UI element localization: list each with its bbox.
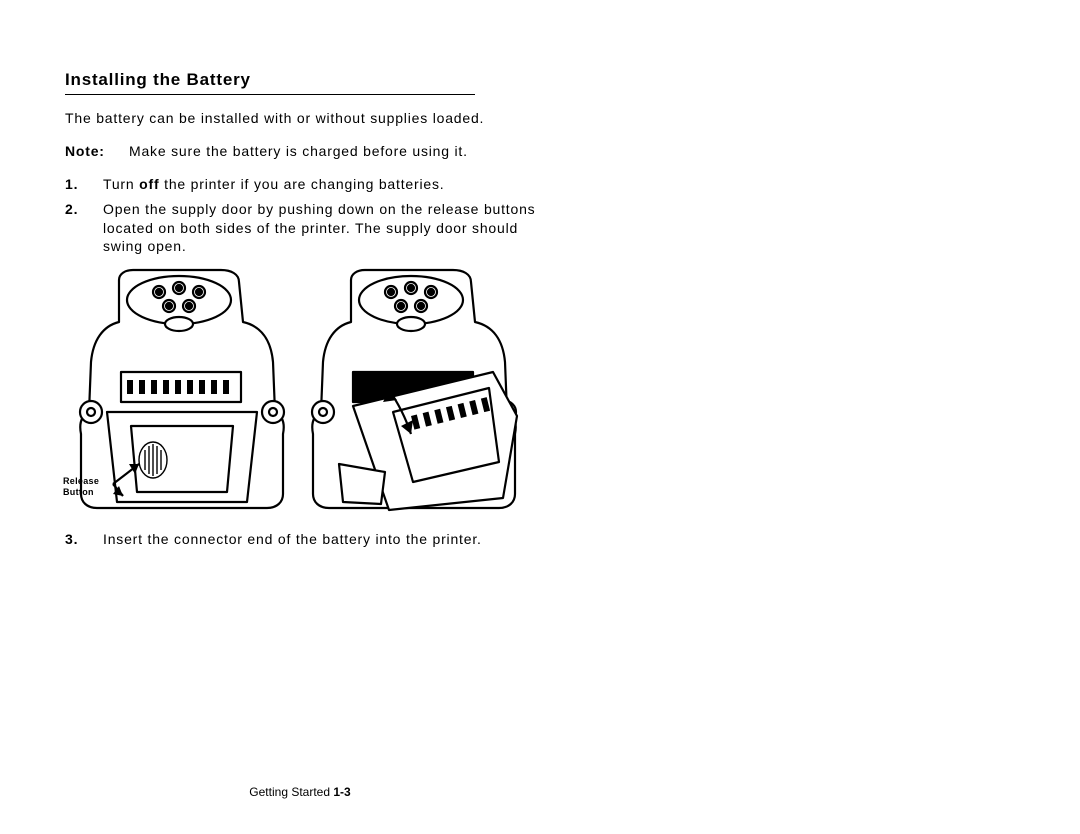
note-text: Make sure the battery is charged before … — [129, 142, 545, 161]
step-body: Turn off the printer if you are changing… — [103, 175, 545, 194]
step-text-bold: off — [139, 176, 159, 192]
step-item: 3. Insert the connector end of the batte… — [65, 530, 545, 549]
callout-label: Release Button — [63, 476, 99, 497]
step-item: 2. Open the supply door by pushing down … — [65, 200, 545, 257]
callout-line1: Release — [63, 476, 99, 486]
step-list-continued: 3. Insert the connector end of the batte… — [65, 530, 545, 549]
step-number: 2. — [65, 200, 103, 257]
step-body: Open the supply door by pushing down on … — [103, 200, 545, 257]
step-number: 3. — [65, 530, 103, 549]
note-block: Note: Make sure the battery is charged b… — [65, 142, 545, 161]
footer-page-number: 1-3 — [333, 785, 350, 799]
footer-section: Getting Started — [249, 785, 330, 799]
step-number: 1. — [65, 175, 103, 194]
page-footer: Getting Started 1-3 — [0, 785, 600, 799]
step-item: 1. Turn off the printer if you are chang… — [65, 175, 545, 194]
printer-illustration — [61, 262, 531, 522]
heading-rule — [65, 94, 475, 95]
illustration-block: Release Button — [61, 262, 531, 522]
note-label: Note: — [65, 142, 129, 161]
step-body: Insert the connector end of the battery … — [103, 530, 545, 549]
step-text-pre: Turn — [103, 176, 139, 192]
intro-paragraph: The battery can be installed with or wit… — [65, 109, 545, 128]
callout-line2: Button — [63, 487, 94, 497]
manual-page: Installing the Battery The battery can b… — [65, 70, 545, 555]
section-heading: Installing the Battery — [65, 70, 545, 90]
step-text-post: the printer if you are changing batterie… — [159, 176, 444, 192]
step-list: 1. Turn off the printer if you are chang… — [65, 175, 545, 257]
